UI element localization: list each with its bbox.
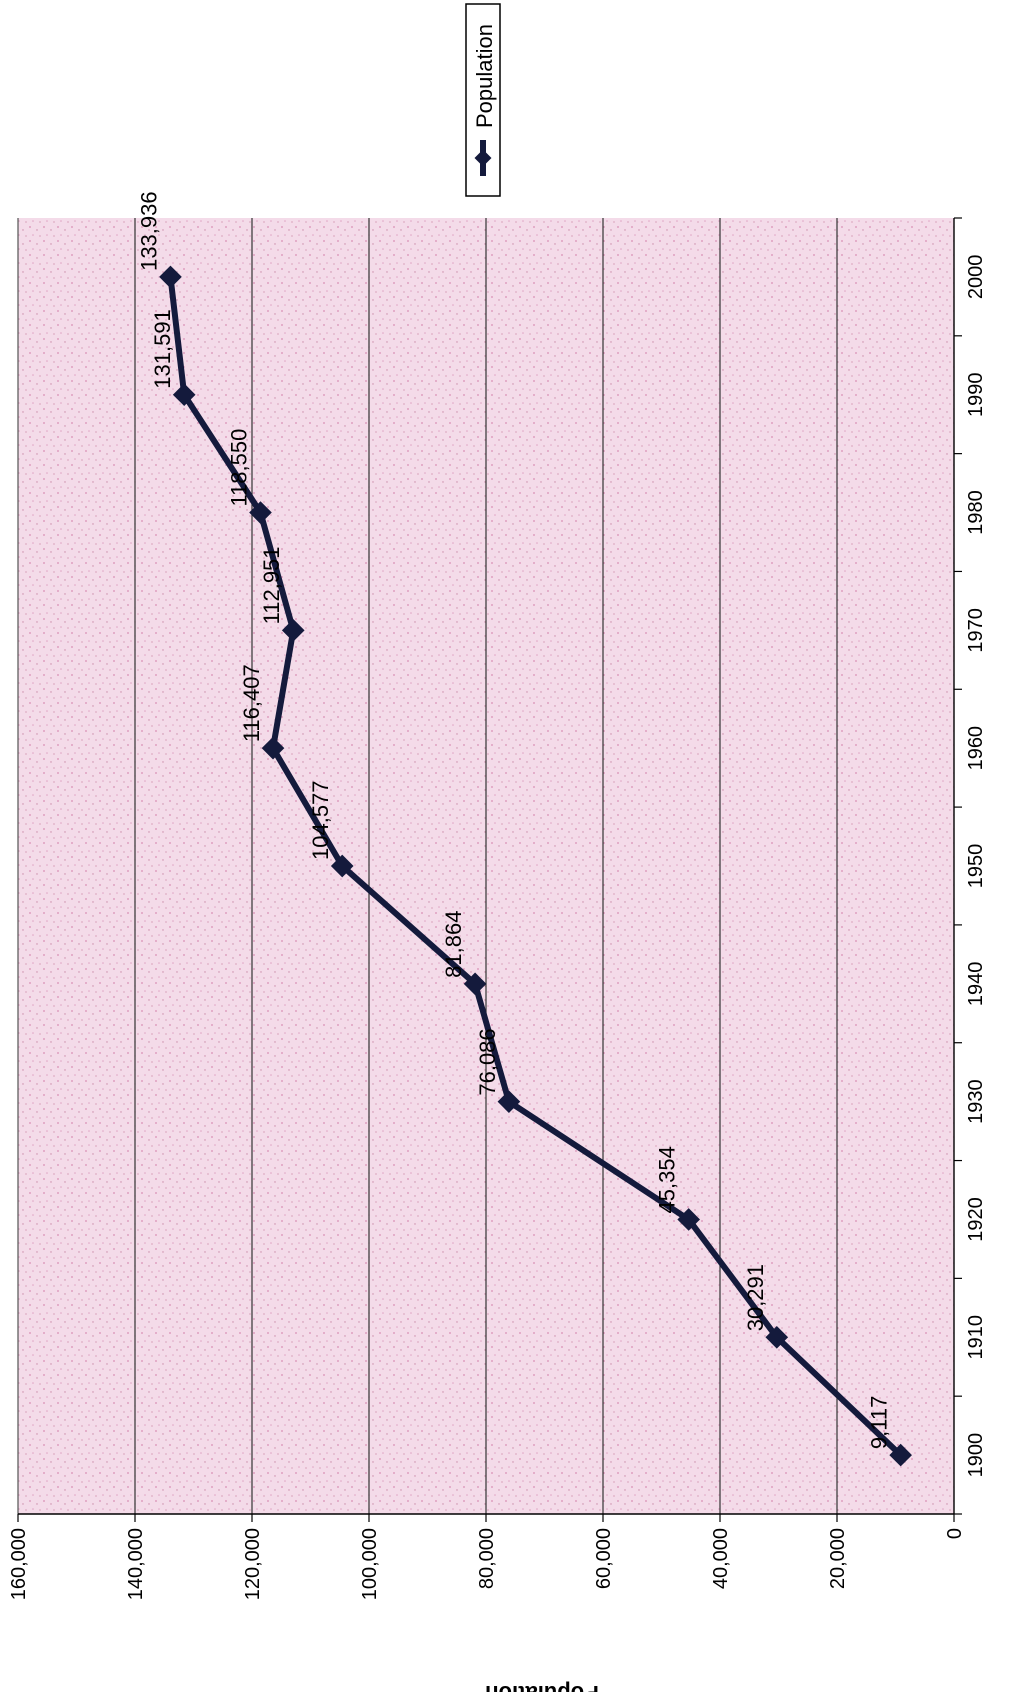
axes: 0 20,000 40,000 60,000 80,000 100,000 120,000 1… [8,217,987,1600]
data-point-marker [261,736,285,760]
y-tick-label: 160,000 [8,1528,30,1600]
y-tick-label: 140,000 [125,1528,147,1600]
y-tick-label: 0 [944,1528,966,1539]
x-tick-label: 1960 [965,726,987,771]
x-tick-label: 1930 [965,1079,987,1124]
y-tick-label: 120,000 [242,1528,264,1600]
x-tick-label: 2000 [965,255,987,300]
data-label: 118,550 [226,429,251,507]
gridlines [134,218,838,1514]
data-point-marker [330,854,354,878]
data-label: 76,086 [475,1028,500,1095]
data-labels: 9,117 30,291 45,354 76,086 81,864 104,577 116,… [136,191,891,1449]
data-point-marker [889,1443,912,1467]
x-tick-label: 1940 [965,962,987,1007]
y-tick-label: 40,000 [710,1528,732,1589]
data-label: 112,951 [259,546,284,624]
data-label: 131,591 [150,309,175,389]
y-axis-title: Population [485,1681,599,1692]
x-tick-label: 1900 [965,1433,987,1478]
y-tick-label: 80,000 [476,1528,498,1589]
x-tick-label: 1920 [965,1197,987,1242]
x-tick-label: 1950 [965,844,987,889]
y-tick-label: 20,000 [827,1528,849,1589]
data-point-marker [249,501,272,524]
data-label: 45,354 [655,1146,680,1213]
data-point-marker [677,1208,700,1231]
data-label: 30,291 [743,1264,768,1331]
data-point-marker [463,972,487,996]
x-tick-label: 1910 [965,1315,987,1360]
data-label: 133,936 [136,191,161,271]
y-tick-label: 100,000 [359,1528,381,1600]
x-tick-label: 1970 [965,608,987,653]
data-label: 116,407 [239,664,264,742]
x-tick-label: 1990 [965,372,987,417]
data-label: 9,117 [867,1396,892,1449]
legend-label: Population [472,24,497,128]
data-point-marker [765,1325,789,1349]
data-label: 81,864 [441,911,466,978]
y-tick-label: 60,000 [593,1528,615,1589]
x-tick-label: 1980 [965,490,987,535]
data-point-marker [497,1090,521,1113]
legend: Population [465,3,501,197]
legend-marker-swatch [474,149,492,167]
data-point-marker [281,619,305,642]
data-label: 104,577 [308,780,333,860]
